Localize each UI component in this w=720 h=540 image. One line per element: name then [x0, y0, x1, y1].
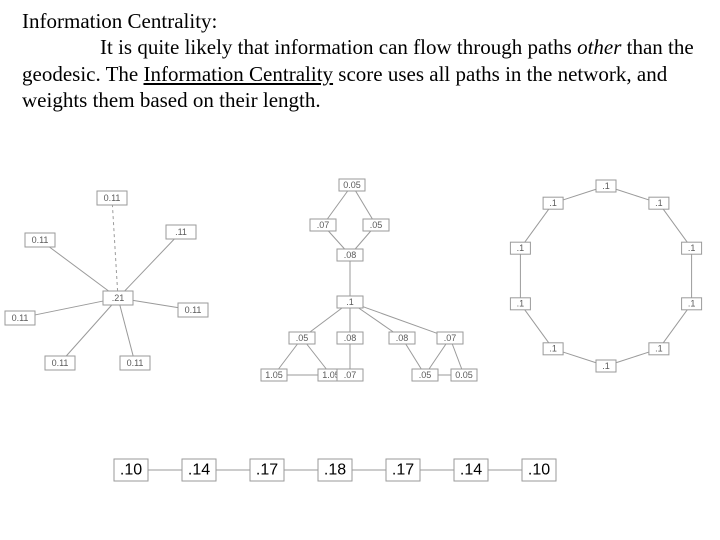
node-label: .11	[175, 227, 187, 237]
node-label: .07	[317, 220, 330, 230]
graph-edge	[112, 205, 117, 291]
node-label: .10	[528, 462, 550, 479]
graph-edge	[356, 191, 373, 219]
node-label: .08	[396, 333, 409, 343]
graph-edge	[49, 247, 108, 291]
node-label: .05	[419, 370, 432, 380]
node-label: .21	[112, 293, 125, 303]
graph-edge	[327, 191, 347, 219]
graph-edge	[525, 209, 549, 242]
node-label: .07	[444, 333, 457, 343]
heading: Information Centrality:	[22, 9, 217, 33]
node-label: .1	[517, 299, 525, 309]
star-graph: .21 0.11 .11 0.11 0.11 0.11 0.11 0.11	[0, 160, 225, 420]
node-label: .1	[688, 243, 696, 253]
node-label: .1	[346, 297, 354, 307]
node-label: 0.11	[185, 305, 202, 315]
body-em: other	[577, 35, 621, 59]
node-label: 0.11	[12, 313, 29, 323]
graph-edge	[355, 231, 371, 249]
node-label: .17	[392, 462, 414, 479]
graph-edge	[279, 344, 298, 369]
graph-edge	[563, 189, 596, 200]
graph-edge	[133, 300, 178, 307]
node-label: 0.11	[52, 358, 69, 368]
graph-edge	[616, 352, 649, 363]
graph-edge	[452, 344, 461, 369]
graph-edge	[66, 305, 112, 356]
node-label: .1	[602, 361, 610, 371]
node-label: .18	[324, 462, 346, 479]
graph-edge	[120, 305, 133, 356]
body-text: Information Centrality: It is quite like…	[22, 8, 698, 113]
node-label: .1	[549, 198, 557, 208]
ring-graph: .1 .1 .1 .1 .1 .1 .1 .1 .1 .1	[498, 158, 718, 418]
tree-graph: 0.05.07.05.08.1.05.08.08.071.051.05.07.0…	[232, 160, 492, 420]
graph-edge	[663, 209, 687, 242]
graph-edge	[563, 352, 596, 363]
graph-edge	[616, 189, 649, 200]
node-label: .07	[344, 370, 357, 380]
node-label: .10	[120, 462, 142, 479]
node-label: 0.11	[32, 235, 49, 245]
node-label: .05	[370, 220, 383, 230]
graph-edge	[35, 301, 103, 315]
node-label: 0.11	[127, 358, 144, 368]
node-label: 0.05	[455, 370, 473, 380]
node-label: .17	[256, 462, 278, 479]
node-label: .08	[344, 250, 357, 260]
body-pre: It is quite likely that information can …	[100, 35, 577, 59]
graph-edge	[307, 344, 327, 369]
node-label: 0.11	[104, 193, 121, 203]
node-label: .1	[517, 243, 525, 253]
node-label: .1	[655, 198, 663, 208]
graph-edge	[525, 310, 549, 343]
graph-edge	[125, 239, 175, 291]
graph-edge	[406, 344, 422, 369]
node-label: .1	[602, 181, 610, 191]
node-label: .1	[549, 344, 557, 354]
node-label: .1	[688, 299, 696, 309]
graph-edge	[310, 308, 342, 332]
graph-edge	[328, 231, 344, 249]
chain-graph: .10 .14 .17 .18 .17 .14 .10	[108, 455, 562, 485]
graph-edge	[663, 310, 687, 343]
node-label: .14	[460, 462, 482, 479]
body-underline: Information Centrality	[144, 62, 334, 86]
graph-edge	[363, 307, 437, 334]
node-label: .08	[344, 333, 357, 343]
node-label: .05	[296, 333, 309, 343]
node-label: 0.05	[343, 180, 361, 190]
node-label: .14	[188, 462, 210, 479]
node-label: 1.05	[265, 370, 283, 380]
node-label: .1	[655, 344, 663, 354]
graph-edge	[429, 344, 446, 369]
